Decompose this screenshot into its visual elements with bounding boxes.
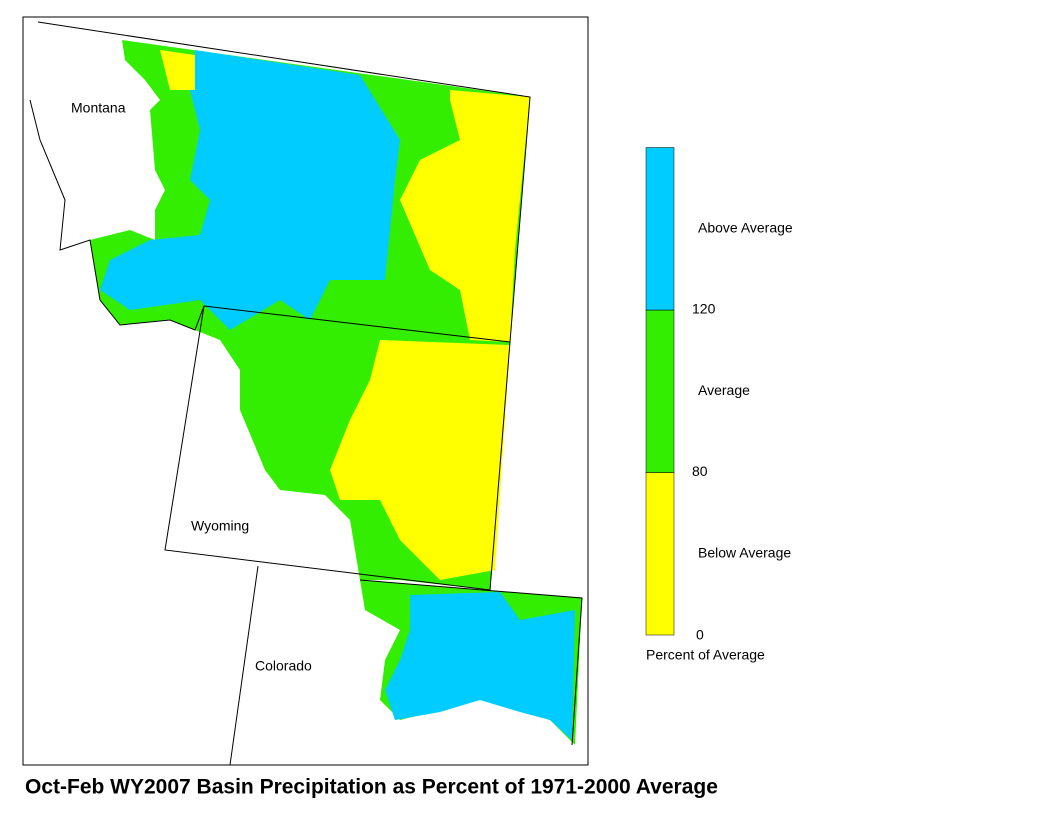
legend-swatch	[645, 309, 675, 473]
colorado-border	[359, 579, 583, 746]
legend-title: Percent of Average	[646, 647, 765, 663]
legend-label: Above Average	[698, 219, 793, 235]
below-average-region	[160, 50, 195, 90]
colorado-border	[229, 565, 259, 766]
legend: Below Average Average Above Average 0 80 120	[645, 147, 793, 643]
above-average-region	[100, 50, 400, 330]
above-average-region	[385, 592, 575, 740]
legend-tick-label: 0	[696, 627, 704, 643]
legend-label: Average	[698, 382, 750, 398]
wyoming-border	[164, 305, 511, 591]
below-average-region	[330, 340, 510, 580]
legend-swatch	[645, 147, 675, 311]
state-label: Montana	[71, 100, 126, 116]
legend-tick-label: 80	[692, 463, 708, 479]
legend-tick-label: 120	[692, 301, 716, 317]
legend-swatch	[645, 472, 675, 636]
map-title: Oct-Feb WY2007 Basin Precipitation as Pe…	[25, 776, 718, 799]
state-label: Colorado	[255, 658, 312, 674]
below-average-region	[400, 90, 530, 342]
legend-label: Below Average	[698, 544, 791, 560]
state-label: Wyoming	[191, 518, 249, 534]
